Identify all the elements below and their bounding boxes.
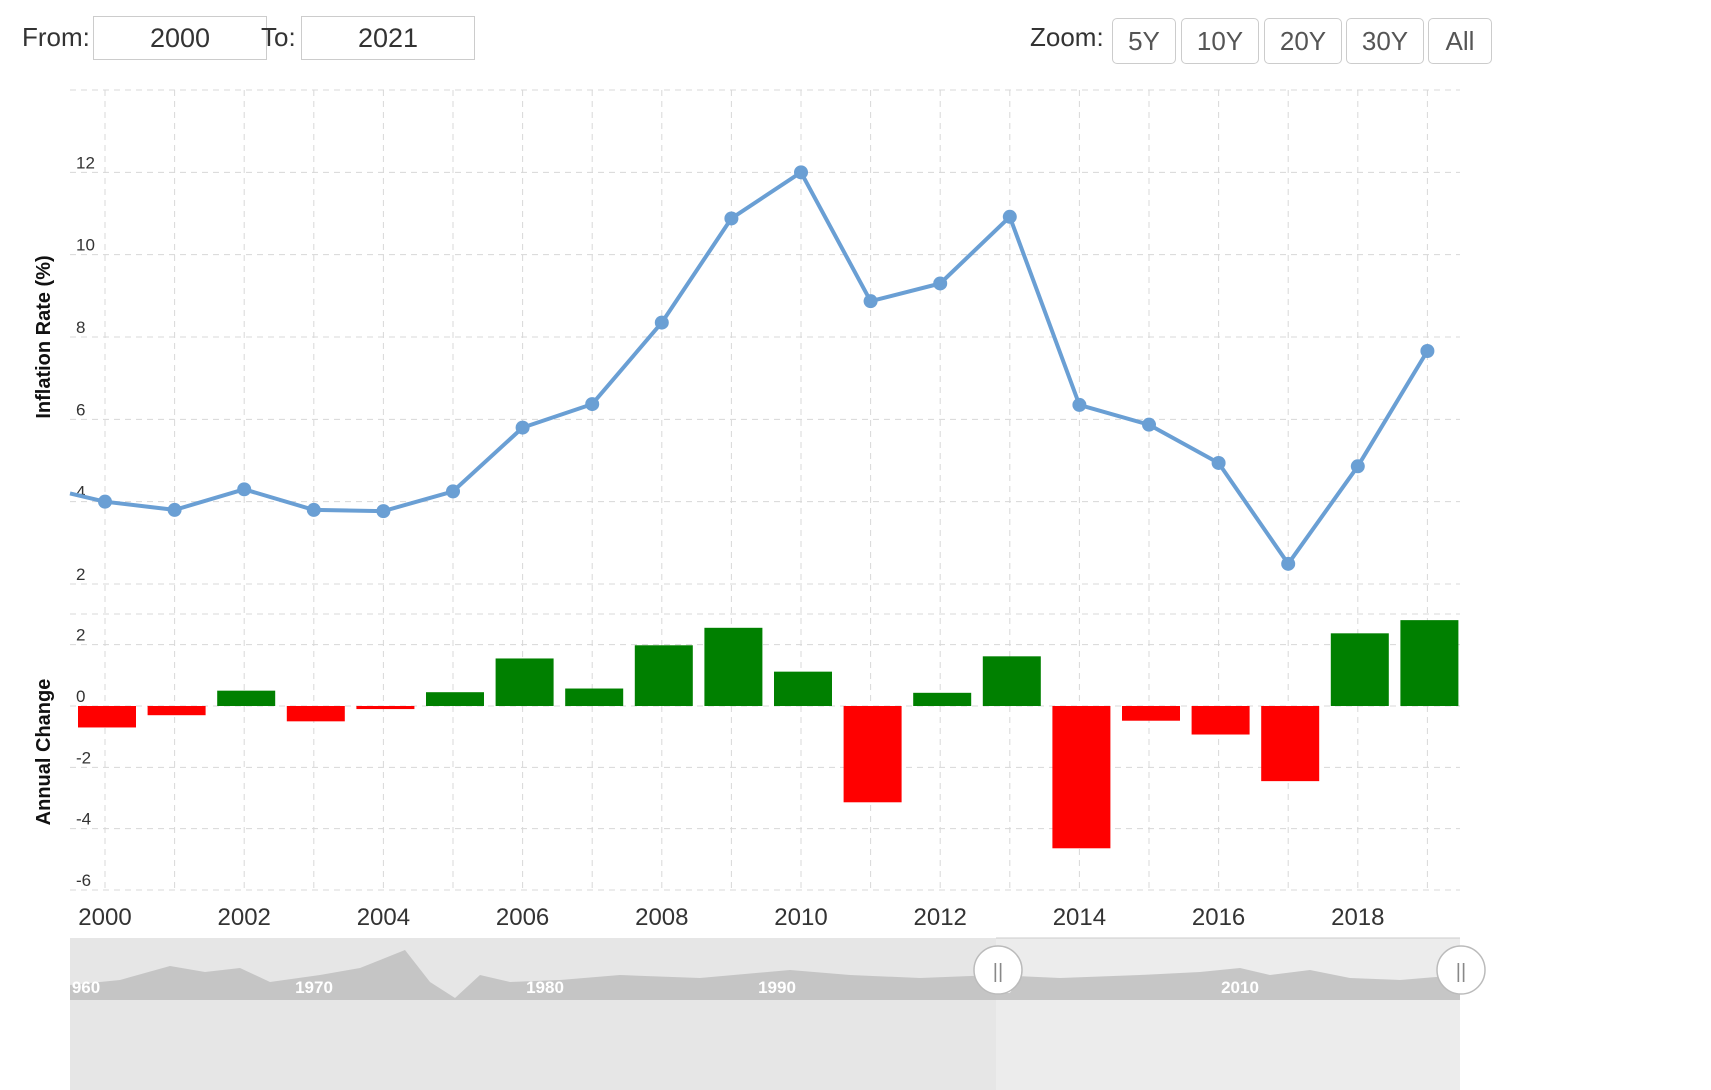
annual-change-bar <box>217 690 276 706</box>
annual-change-bar <box>78 706 136 728</box>
annual-change-bar <box>704 627 763 706</box>
annual-change-bar <box>843 706 902 803</box>
bar-y-axis-title: Annual Change <box>33 679 55 826</box>
line-y-tick-label: 10 <box>76 236 95 255</box>
inflation-data-point <box>98 494 112 509</box>
annual-change-bar <box>913 692 972 706</box>
inflation-data-point <box>933 276 948 291</box>
annual-change-bar <box>634 645 693 706</box>
bar-y-tick-label: 2 <box>76 626 85 645</box>
x-tick-label: 2008 <box>635 904 688 931</box>
navigator-label: 1980 <box>526 978 564 997</box>
bar-y-tick-label: -4 <box>76 810 91 829</box>
inflation-data-point <box>376 504 391 519</box>
x-tick-label: 2016 <box>1192 904 1245 931</box>
annual-change-bar <box>1191 706 1250 735</box>
range-selector: From: 2000 To: 2021 Zoom: 5Y 10Y 20Y 30Y… <box>0 0 1711 90</box>
navigator-label: 2010 <box>1221 978 1259 997</box>
to-date-input[interactable]: 2021 <box>301 16 475 60</box>
navigator-label: 1990 <box>758 978 796 997</box>
x-tick-label: 2006 <box>496 904 549 931</box>
annual-change-bar <box>1052 706 1111 849</box>
x-tick-label: 2010 <box>774 904 827 931</box>
zoom-20y-button[interactable]: 20Y <box>1264 18 1342 64</box>
to-label: To: <box>261 22 296 52</box>
zoom-all-button[interactable]: All <box>1428 18 1492 64</box>
bar-y-tick-label: -6 <box>76 871 91 890</box>
annual-change-bar <box>495 658 554 706</box>
inflation-data-point <box>167 502 182 517</box>
navigator-left-handle[interactable]: || <box>973 945 1023 995</box>
line-y-tick-label: 12 <box>76 153 95 172</box>
bar-y-tick-label: -2 <box>76 748 91 767</box>
x-tick-label: 2014 <box>1053 904 1106 931</box>
inflation-data-point <box>654 315 669 330</box>
inflation-data-point <box>1211 455 1226 470</box>
from-label: From: <box>22 22 90 52</box>
zoom-5y-button[interactable]: 5Y <box>1112 18 1176 64</box>
x-tick-label: 2002 <box>218 904 271 931</box>
annual-change-bars <box>78 620 1459 849</box>
line-y-tick-label: 8 <box>76 318 85 337</box>
annual-change-bar <box>356 706 415 710</box>
inflation-line-series <box>69 165 1435 571</box>
navigator-handle-knob <box>1436 945 1486 995</box>
navigator-selected-window <box>996 938 1460 1090</box>
line-y-tick-label: 6 <box>76 400 85 419</box>
zoom-30y-button[interactable]: 30Y <box>1346 18 1424 64</box>
zoom-10y-button[interactable]: 10Y <box>1181 18 1259 64</box>
annual-change-bar <box>286 706 345 722</box>
annual-change-bar <box>1330 633 1389 706</box>
navigator-label: 960 <box>72 978 100 997</box>
annual-change-bar <box>426 692 484 706</box>
annual-change-bar <box>1122 706 1180 721</box>
grid-lines <box>70 89 1460 891</box>
navigator-right-handle[interactable]: || <box>1436 945 1486 995</box>
bar-y-tick-label: 0 <box>76 687 85 706</box>
inflation-data-point <box>1072 397 1087 412</box>
inflation-data-point <box>1350 459 1365 474</box>
from-date-input[interactable]: 2000 <box>93 16 267 60</box>
navigator-label: 1970 <box>295 978 333 997</box>
x-tick-label: 2018 <box>1331 904 1384 931</box>
inflation-data-point <box>306 502 321 517</box>
x-tick-label: 2000 <box>78 904 131 931</box>
annual-change-bar <box>147 706 206 716</box>
inflation-data-point <box>724 211 739 226</box>
inflation-data-point <box>1281 556 1296 571</box>
inflation-data-point <box>863 294 878 309</box>
inflation-data-point <box>515 420 530 435</box>
inflation-data-point <box>1420 343 1435 358</box>
zoom-label: Zoom: <box>1030 22 1104 52</box>
navigator-handle-knob <box>973 945 1023 995</box>
annual-change-bar <box>774 671 832 706</box>
line-y-tick-label: 4 <box>76 483 85 502</box>
navigator-series-area <box>70 950 1460 1000</box>
inflation-data-point <box>794 165 808 180</box>
inflation-data-point <box>585 397 600 412</box>
x-tick-label: 2004 <box>357 904 410 931</box>
annual-change-bar <box>1400 620 1459 706</box>
inflation-data-point <box>1142 417 1156 432</box>
line-y-axis-title: Inflation Rate (%) <box>33 255 55 418</box>
annual-change-bar <box>1261 706 1320 782</box>
inflation-line <box>69 170 1430 566</box>
inflation-data-point <box>446 484 460 499</box>
annual-change-bar <box>982 656 1041 706</box>
line-y-tick-label: 2 <box>76 565 85 584</box>
x-tick-label: 2012 <box>914 904 967 931</box>
inflation-data-point <box>237 482 252 497</box>
navigator-handle-grip-icon: || <box>993 961 1003 983</box>
navigator-handle-grip-icon: || <box>1456 961 1466 983</box>
inflation-data-point <box>1002 209 1017 224</box>
navigator: 96019701980199002010|||| <box>70 937 1486 1090</box>
annual-change-bar <box>565 688 624 706</box>
